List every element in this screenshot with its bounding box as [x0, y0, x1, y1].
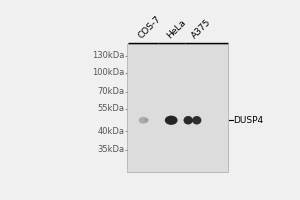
Ellipse shape	[145, 118, 149, 123]
Ellipse shape	[192, 116, 201, 124]
Text: 40kDa: 40kDa	[98, 127, 125, 136]
Text: HeLa: HeLa	[165, 18, 188, 40]
Text: 100kDa: 100kDa	[92, 68, 125, 77]
Text: 70kDa: 70kDa	[98, 87, 125, 96]
Text: COS-7: COS-7	[137, 14, 163, 40]
Text: DUSP4: DUSP4	[233, 116, 264, 125]
Text: 55kDa: 55kDa	[98, 104, 125, 113]
Ellipse shape	[139, 117, 148, 124]
Ellipse shape	[184, 116, 193, 124]
Text: A375: A375	[190, 17, 213, 40]
Text: 130kDa: 130kDa	[92, 51, 125, 60]
Bar	[127, 44, 228, 172]
Text: 35kDa: 35kDa	[98, 145, 125, 154]
Ellipse shape	[165, 116, 178, 125]
